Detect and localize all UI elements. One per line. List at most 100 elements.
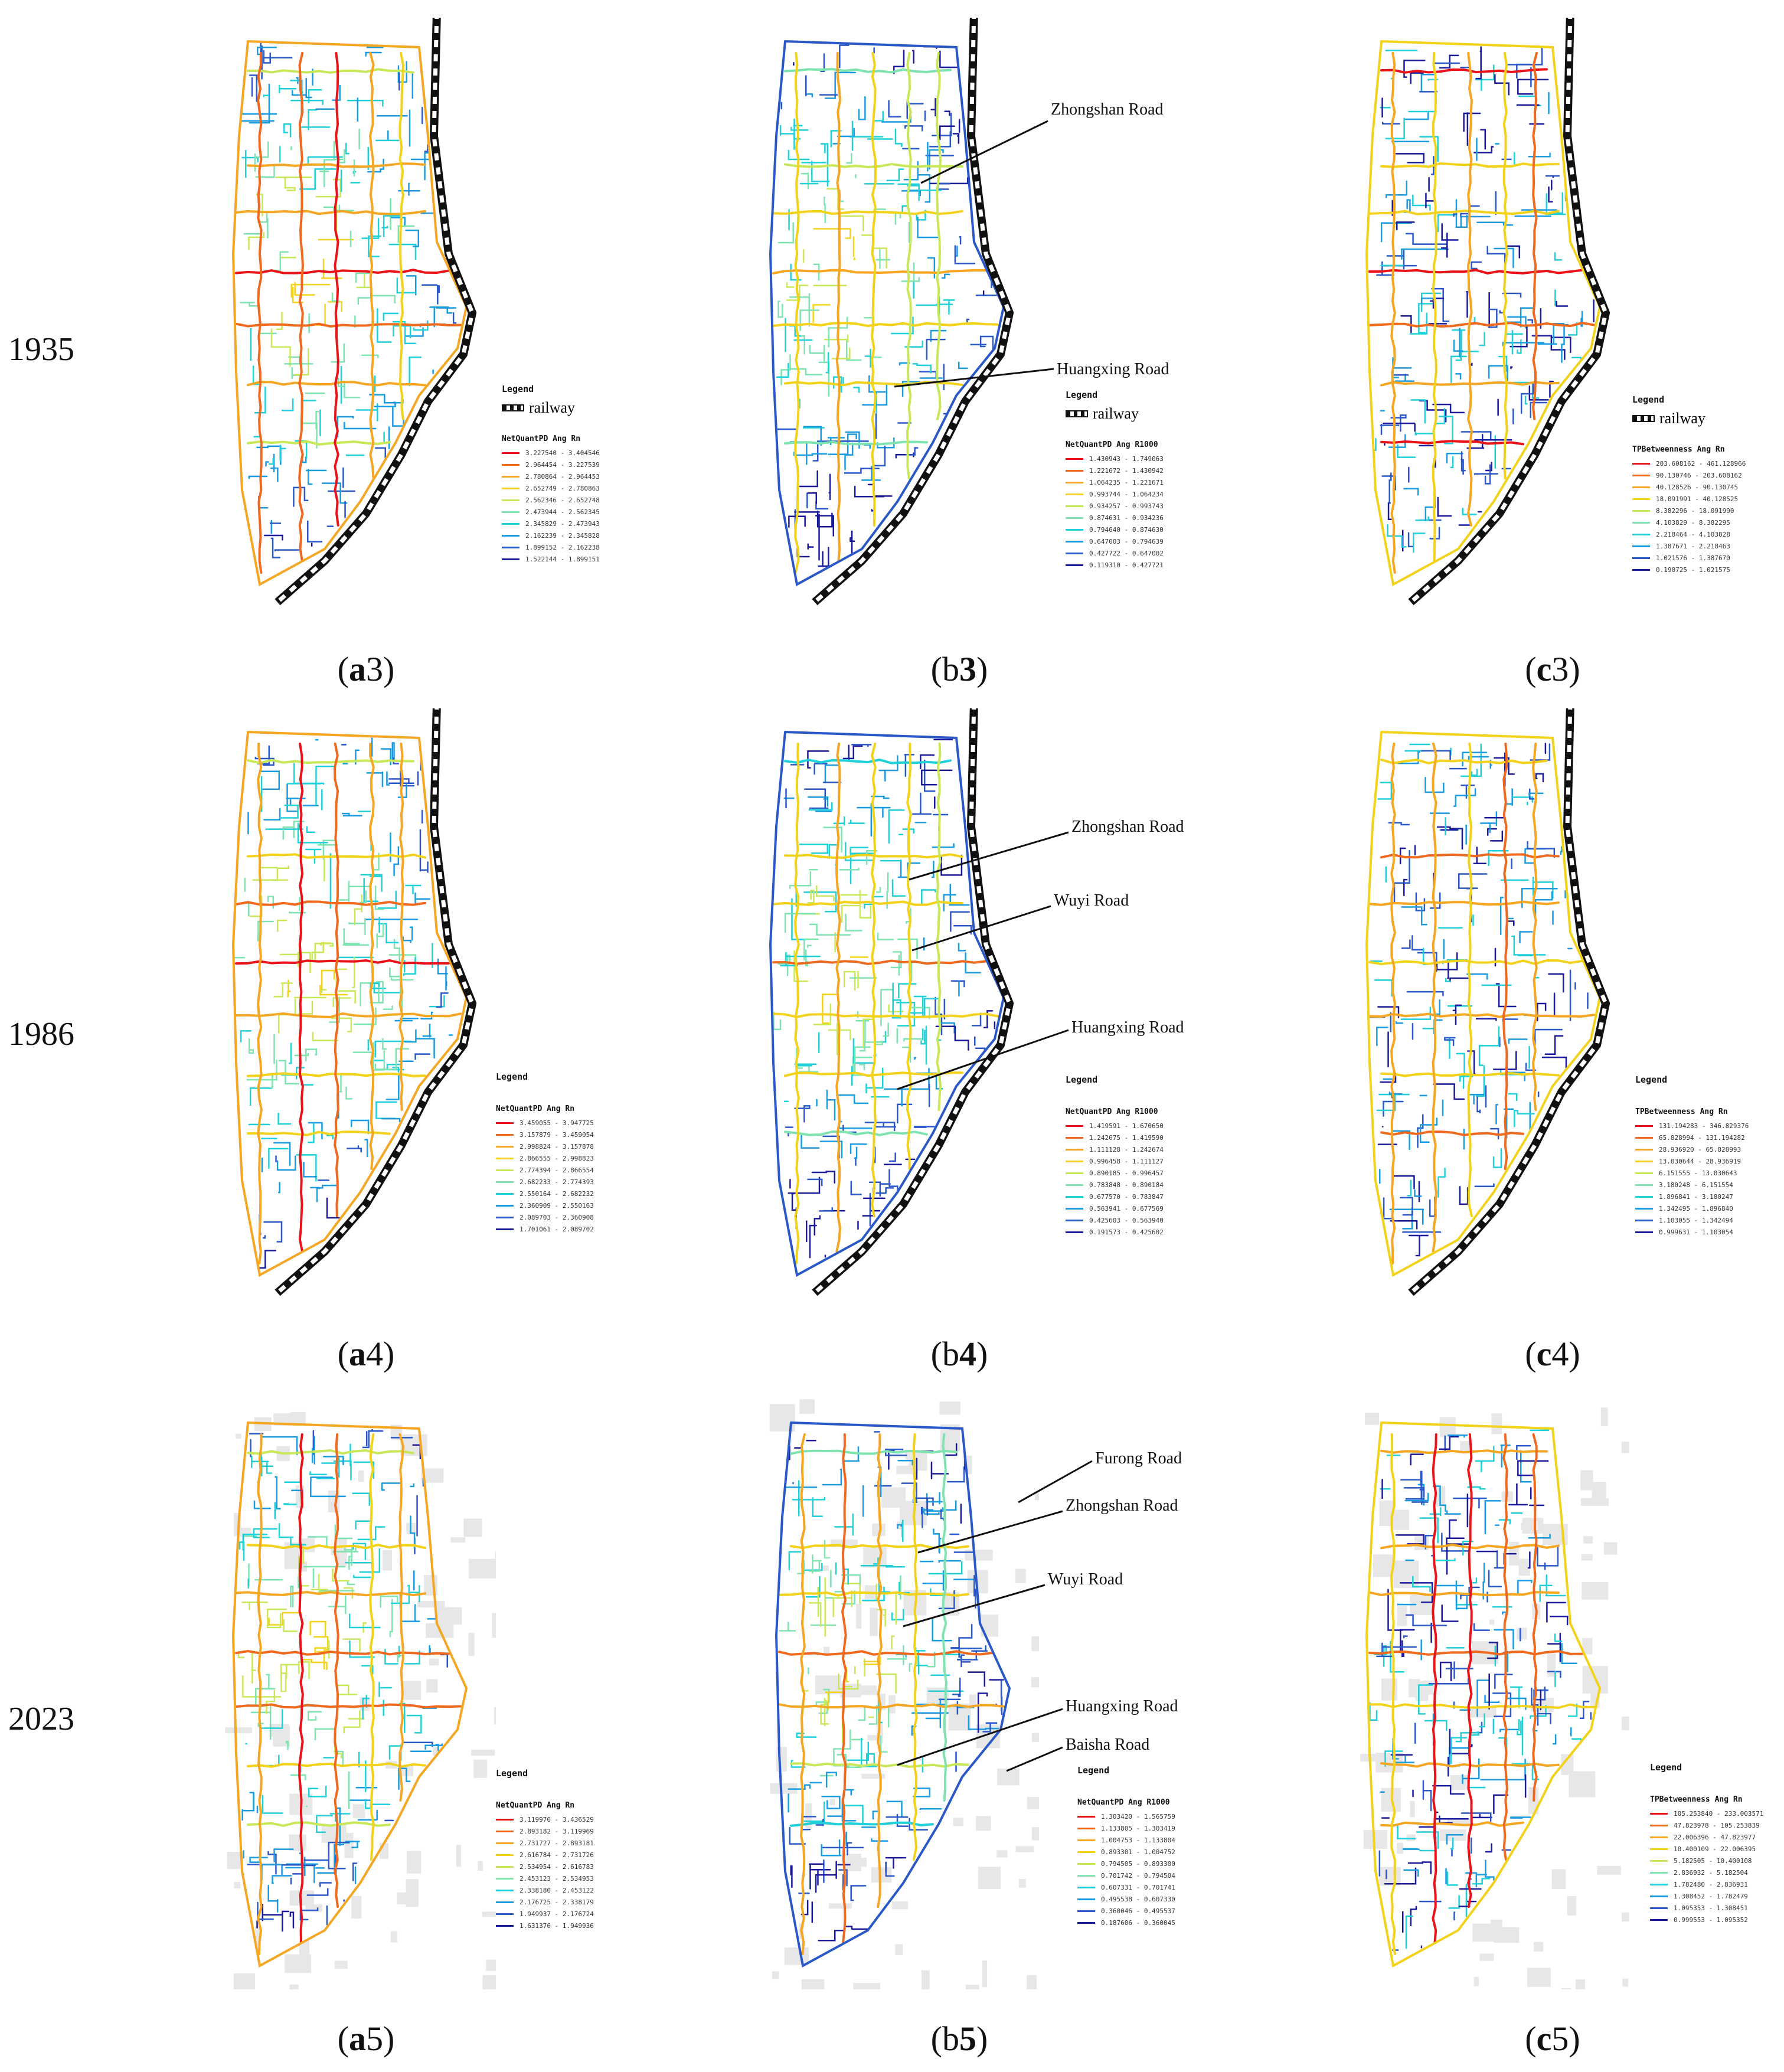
street-segment [1468, 756, 1489, 761]
building-footprint [352, 1804, 365, 1819]
street-segment [396, 277, 416, 294]
building-footprint [334, 1960, 348, 1969]
legend-class-row: 0.647003 - 0.794639 [1066, 535, 1164, 547]
street-segment [1528, 385, 1549, 401]
street-segment [828, 316, 848, 348]
street-segment [807, 1178, 823, 1187]
street-segment [293, 486, 309, 507]
street-segment [935, 1025, 969, 1051]
street-segment [791, 1192, 798, 1211]
street-segment [276, 919, 287, 932]
street-segment [1507, 920, 1515, 926]
railway-line [813, 18, 1012, 604]
legend-class-range: 0.999553 - 1.095352 [1674, 1916, 1748, 1924]
street-segment [241, 156, 259, 163]
street-segment [1534, 891, 1553, 920]
street-segment [1502, 1433, 1508, 1861]
street-segment [1532, 52, 1538, 420]
street-segment [348, 881, 370, 902]
street-segment [1544, 1035, 1564, 1055]
street-segment [1474, 1183, 1495, 1188]
building-footprint [978, 1867, 1001, 1889]
legend-class-row: 2.162239 - 2.345828 [502, 530, 600, 541]
street-segment [393, 939, 400, 962]
street-segment [784, 440, 928, 446]
street-segment [875, 1123, 896, 1128]
street-segment [842, 1446, 860, 1462]
street-segment [775, 1421, 1011, 1968]
street-segment [357, 1809, 378, 1821]
building-footprint [1489, 1619, 1495, 1625]
street-segment [1525, 1063, 1537, 1071]
map-panel-b4 [762, 708, 1033, 1299]
legend-class-row: 65.828994 - 131.194282 [1635, 1132, 1749, 1143]
street-segment [1383, 1197, 1394, 1220]
street-segment [267, 1885, 279, 1913]
street-segment [302, 1659, 328, 1671]
street-segment [1508, 1038, 1528, 1044]
street-segment [1385, 180, 1408, 198]
legend-class-row: 1.242675 - 1.419590 [1066, 1132, 1164, 1143]
street-segment [313, 1636, 329, 1670]
street-segment [296, 1154, 317, 1182]
street-segment [265, 461, 269, 467]
street-segment [400, 1604, 420, 1622]
street-segment [888, 1152, 896, 1162]
street-segment [410, 926, 413, 941]
legend-color-swatch [1077, 1827, 1095, 1829]
legend-class-row: 1.064235 - 1.221671 [1066, 476, 1164, 488]
street-segment [786, 282, 795, 288]
street-segment [789, 871, 812, 889]
street-segment [263, 534, 283, 541]
street-segment [437, 285, 440, 305]
legend-class-row: 3.119970 - 3.436529 [496, 1813, 594, 1825]
building-footprint [861, 1857, 867, 1867]
street-segment [824, 71, 857, 99]
street-segment [858, 1707, 866, 1721]
street-segment [314, 943, 334, 962]
building-footprint [234, 1881, 241, 1888]
street-segment [1368, 959, 1583, 965]
street-segment [390, 217, 406, 227]
street-segment [887, 1645, 907, 1666]
building-footprint [471, 1749, 495, 1756]
street-segment [960, 1654, 971, 1668]
legend-color-swatch [496, 1122, 514, 1124]
street-segment [1380, 759, 1548, 765]
building-footprint [1439, 1417, 1456, 1437]
caption-b4: (b4) [930, 1335, 988, 1373]
street-segment [871, 1838, 888, 1842]
legend-class-range: 0.607331 - 0.701741 [1101, 1883, 1175, 1891]
building-footprint [1521, 1523, 1541, 1531]
street-segment [262, 1795, 283, 1814]
street-segment [308, 89, 322, 103]
map-panel-a3 [224, 18, 496, 608]
street-segment [799, 335, 805, 355]
legend-class-range: 1.004753 - 1.133804 [1101, 1836, 1175, 1844]
street-segment [849, 1143, 867, 1154]
street-segment [287, 979, 291, 998]
legend-color-swatch [1066, 505, 1083, 507]
street-segment [1430, 298, 1445, 309]
legend-class-range: 0.495538 - 0.607330 [1101, 1895, 1175, 1903]
legend-color-swatch [1077, 1862, 1095, 1865]
legend-class-range: 1.064235 - 1.221671 [1089, 478, 1164, 486]
street-segment [252, 365, 259, 385]
street-segment [1554, 1633, 1563, 1642]
street-segment [844, 442, 854, 470]
street-segment [825, 1772, 837, 1788]
street-segment [257, 1723, 264, 1727]
legend-color-swatch [1066, 1136, 1083, 1139]
street-segment [803, 426, 822, 446]
street-segment [270, 537, 280, 558]
street-segment [356, 274, 371, 289]
legend-class-row: 0.427722 - 0.647002 [1066, 547, 1164, 559]
street-segment [838, 1869, 848, 1887]
legend-class-row: 1.021576 - 1.387670 [1632, 552, 1746, 564]
legend-class-range: 13.030644 - 28.936919 [1659, 1157, 1741, 1165]
street-segment [392, 406, 404, 427]
legend-class-range: 3.227540 - 3.404546 [525, 449, 600, 457]
legend-class-row: 1.308452 - 1.782479 [1650, 1890, 1763, 1902]
street-segment [1505, 307, 1535, 328]
street-segment [1494, 74, 1509, 96]
